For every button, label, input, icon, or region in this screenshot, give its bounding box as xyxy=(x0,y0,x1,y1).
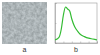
plot-frame xyxy=(55,3,97,43)
y-tick-mark xyxy=(55,43,57,44)
micrograph-bg xyxy=(2,2,47,44)
x-tick-mark xyxy=(80,42,81,44)
x-tick-mark xyxy=(72,42,73,44)
panel-label: a xyxy=(23,46,27,53)
figure: ab xyxy=(0,0,100,55)
y-axis-line xyxy=(56,4,57,44)
plot-area xyxy=(55,7,97,40)
y-tick xyxy=(55,23,57,24)
y-tick-mark xyxy=(55,23,57,24)
y-tick-mark xyxy=(55,3,57,4)
x-tick-mark xyxy=(89,42,90,44)
y-axis xyxy=(55,4,57,44)
x-tick xyxy=(72,42,73,44)
x-tick xyxy=(80,42,81,44)
x-tick xyxy=(89,42,90,44)
y-tick xyxy=(55,3,57,4)
y-tick xyxy=(55,43,57,44)
x-axis-line xyxy=(56,42,98,44)
x-tick xyxy=(97,42,98,44)
x-tick-mark xyxy=(63,42,64,44)
x-tick-mark xyxy=(97,42,98,44)
panel-label: b xyxy=(74,46,78,53)
x-axis xyxy=(56,42,98,44)
micrograph xyxy=(2,2,47,44)
x-tick xyxy=(63,42,64,44)
spectrum-line xyxy=(55,7,97,40)
